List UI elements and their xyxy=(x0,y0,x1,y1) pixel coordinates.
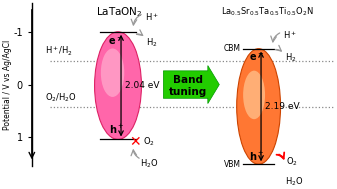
Text: LaTaON$_2$: LaTaON$_2$ xyxy=(96,5,143,19)
Text: 2.04 eV: 2.04 eV xyxy=(125,81,159,90)
Text: H$^+$/H$_2$: H$^+$/H$_2$ xyxy=(45,45,73,58)
Text: ✕: ✕ xyxy=(129,135,141,149)
Text: CBM: CBM xyxy=(223,44,241,53)
Y-axis label: Potential / V vs Ag/AgCl: Potential / V vs Ag/AgCl xyxy=(3,40,12,130)
FancyArrow shape xyxy=(163,66,219,104)
Text: 2.19 eV: 2.19 eV xyxy=(265,102,300,111)
Ellipse shape xyxy=(101,49,124,97)
Text: O$_2$: O$_2$ xyxy=(143,135,155,148)
Text: H$_2$O: H$_2$O xyxy=(140,158,158,170)
Text: O$_2$/H$_2$O: O$_2$/H$_2$O xyxy=(45,92,77,104)
Text: H$_2$: H$_2$ xyxy=(285,52,297,64)
Text: H$^+$: H$^+$ xyxy=(283,30,297,41)
Text: H$^+$: H$^+$ xyxy=(145,11,158,23)
Text: h$^+$: h$^+$ xyxy=(109,123,124,136)
Text: H$_2$O: H$_2$O xyxy=(285,175,303,188)
Ellipse shape xyxy=(243,71,265,119)
Ellipse shape xyxy=(95,32,142,139)
Text: H$_2$: H$_2$ xyxy=(147,36,158,49)
Text: La$_{0.5}$Sr$_{0.5}$Ta$_{0.5}$Ti$_{0.5}$O$_2$N: La$_{0.5}$Sr$_{0.5}$Ta$_{0.5}$Ti$_{0.5}$… xyxy=(221,5,314,18)
Text: e$^-$: e$^-$ xyxy=(108,36,123,47)
Ellipse shape xyxy=(237,49,280,164)
Text: h$^+$: h$^+$ xyxy=(249,150,265,163)
Text: VBM: VBM xyxy=(223,160,241,169)
Text: e$^-$: e$^-$ xyxy=(249,52,264,63)
Text: Band
tuning: Band tuning xyxy=(169,75,208,97)
Text: O$_2$: O$_2$ xyxy=(286,156,298,168)
